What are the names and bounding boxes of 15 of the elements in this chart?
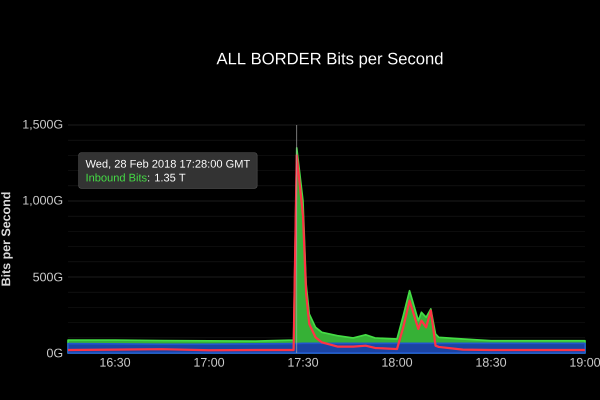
annotation: : 1.35 T <box>148 174 186 182</box>
x-tick-label: 17:00 <box>194 358 224 367</box>
y-tick-label: 500G <box>33 272 62 282</box>
y-tick-label: 1,000G <box>23 196 62 206</box>
x-tick-label: 16:30 <box>100 358 130 367</box>
x-tick-label: 18:00 <box>382 358 412 367</box>
y-tick-label: 0G <box>46 348 62 358</box>
text: Inbound Bits <box>86 173 147 182</box>
y-tick-label: 1,500G <box>23 120 62 130</box>
x-tick-label: 19:00 <box>570 358 600 367</box>
x-tick-label: 18:30 <box>476 358 506 367</box>
y-axis-title: Bits per Second <box>1 192 13 286</box>
chart-title: ALL BORDER Bits per Second <box>216 52 442 68</box>
x-tick-label: 17:30 <box>288 358 318 367</box>
annotation: Wed, 28 Feb 2018 17:28:00 GMT <box>86 160 250 169</box>
